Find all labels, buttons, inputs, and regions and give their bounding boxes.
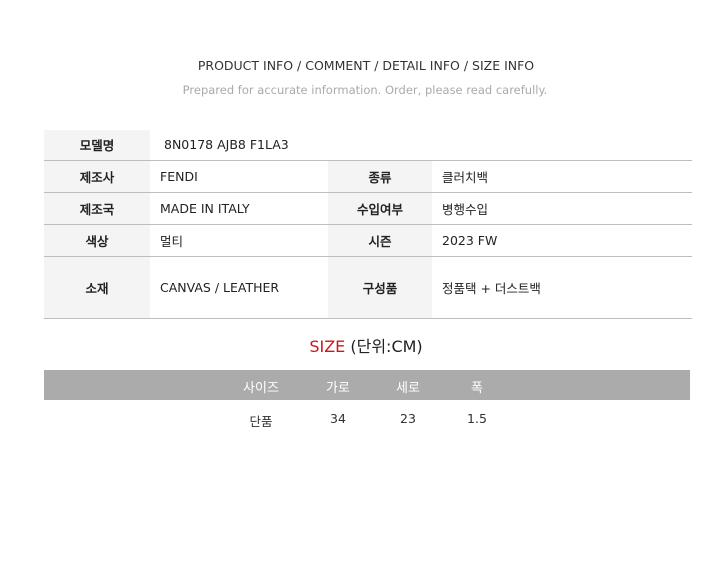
size-unit: (단위:CM)	[350, 337, 423, 356]
size-title-label: SIZE	[309, 337, 346, 356]
info-value: 병행수입	[432, 192, 692, 225]
info-value: 멀티	[150, 224, 328, 257]
page-title: PRODUCT INFO / COMMENT / DETAIL INFO / S…	[197, 58, 535, 73]
page-subtitle: Prepared for accurate information. Order…	[182, 83, 548, 97]
info-row-model: 모델명 8N0178 AJB8 F1LA3	[44, 130, 692, 161]
info-label: 소재	[44, 256, 150, 319]
product-info-table: 모델명 8N0178 AJB8 F1LA3 제조사 FENDI 종류 클러치백 …	[44, 130, 692, 319]
info-row: 색상 멀티 시즌 2023 FW	[44, 224, 692, 257]
info-row: 소재 CANVAS / LEATHER 구성품 정품택 + 더스트백	[44, 256, 692, 319]
info-value: 클러치백	[432, 160, 692, 193]
info-label: 제조사	[44, 160, 150, 193]
info-value: 2023 FW	[432, 224, 692, 257]
info-label: 시즌	[328, 224, 432, 257]
info-label: 제조국	[44, 192, 150, 225]
info-row: 제조사 FENDI 종류 클러치백	[44, 160, 692, 193]
size-cell: 1.5	[467, 411, 487, 426]
size-header-cell: 세로	[396, 381, 420, 396]
size-title: SIZE (단위:CM)	[0, 333, 720, 357]
info-label: 모델명	[44, 130, 150, 161]
info-label: 색상	[44, 224, 150, 257]
size-cell: 34	[330, 411, 346, 426]
info-value: FENDI	[150, 160, 328, 193]
size-cell: 23	[400, 411, 416, 426]
info-value: CANVAS / LEATHER	[150, 256, 328, 319]
info-value: 8N0178 AJB8 F1LA3	[150, 130, 692, 161]
size-header-cell: 폭	[471, 381, 483, 396]
info-label: 수입여부	[328, 192, 432, 225]
info-label: 종류	[328, 160, 432, 193]
size-table-header: 사이즈 가로 세로 폭	[44, 370, 690, 400]
size-cell: 단품	[249, 414, 273, 429]
info-label: 구성품	[328, 256, 432, 319]
info-row: 제조국 MADE IN ITALY 수입여부 병행수입	[44, 192, 692, 225]
info-value: MADE IN ITALY	[150, 192, 328, 225]
info-value: 정품택 + 더스트백	[432, 256, 692, 319]
size-header-cell: 가로	[326, 381, 350, 396]
size-header-cell: 사이즈	[243, 381, 279, 396]
